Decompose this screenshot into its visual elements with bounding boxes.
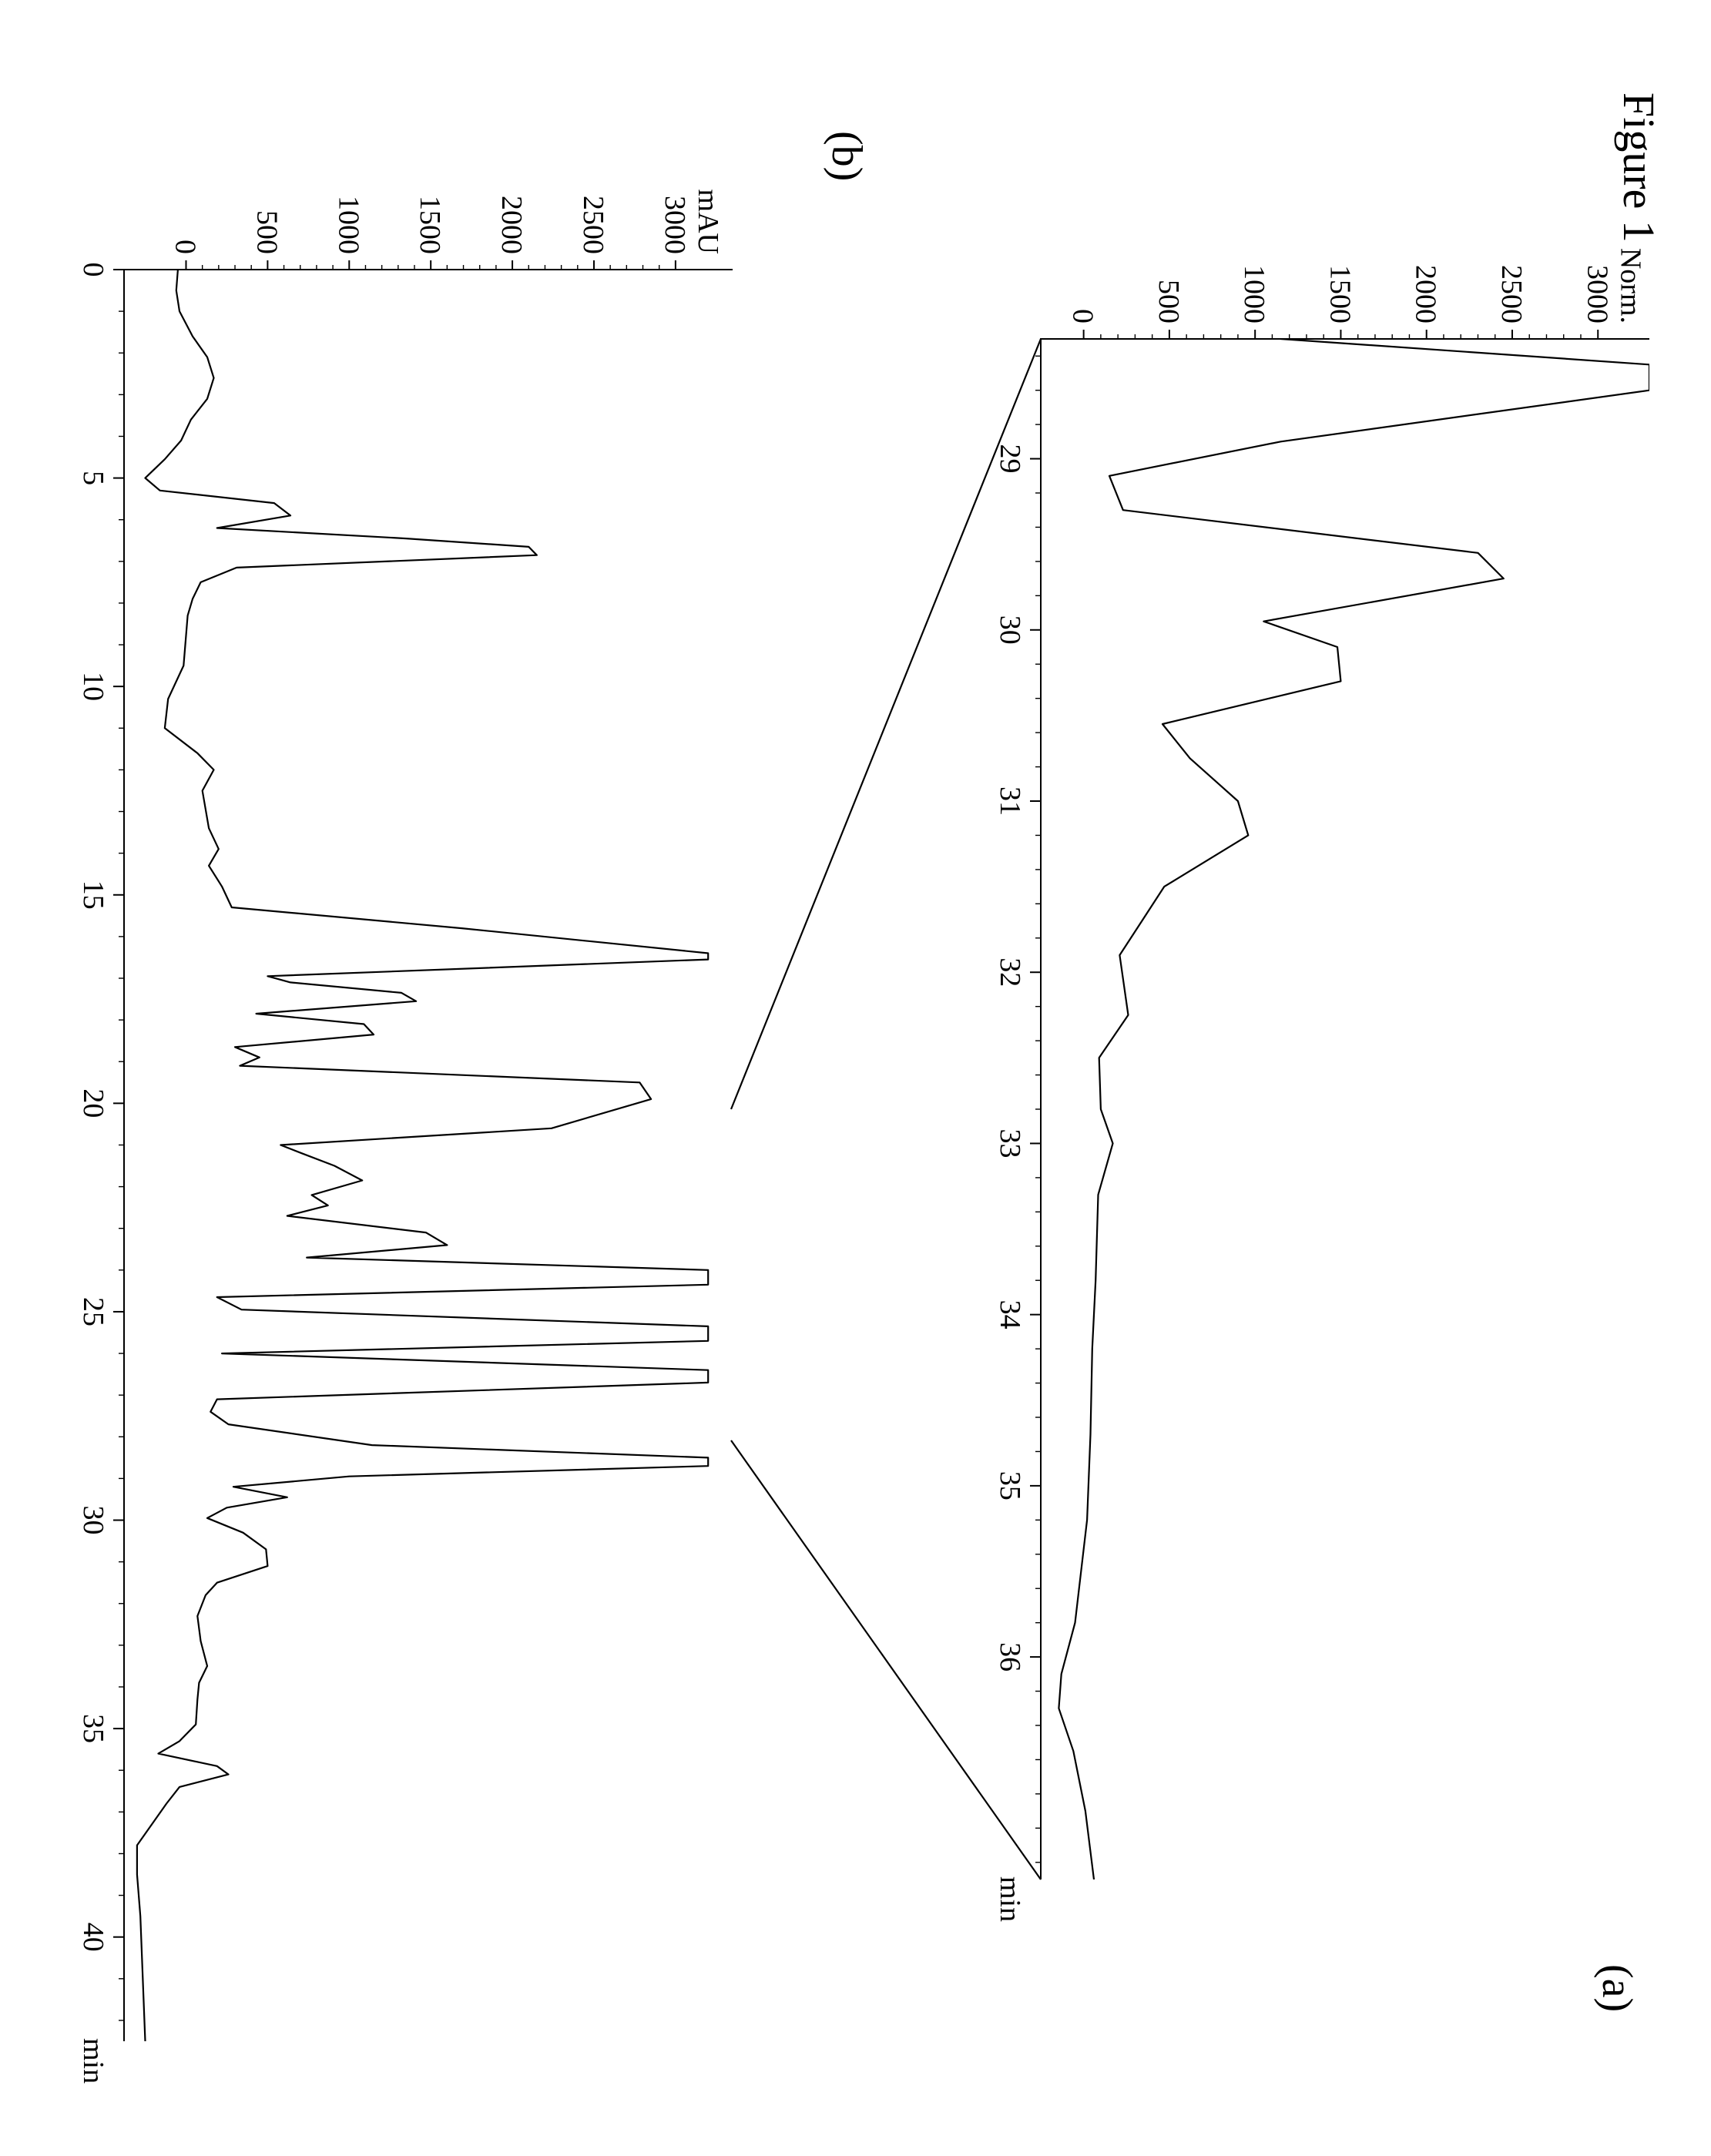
- panel-b-label: (b): [822, 131, 871, 181]
- y-tick-label: 2500: [577, 196, 609, 254]
- x-tick-label: 15: [77, 880, 109, 910]
- y-tick-label: 3000: [659, 196, 691, 254]
- chart-b-svg: 0 500 1000 1500 2000 2500 3000mAU 0 5 10 15 20 25 30 3…: [67, 176, 743, 2111]
- x-tick-label: 30: [77, 1506, 109, 1535]
- y-axis-label: mAU: [692, 189, 724, 254]
- callout-line: [731, 1440, 1041, 1879]
- x-tick-label: 35: [77, 1714, 109, 1743]
- x-tick-label: 25: [77, 1297, 109, 1326]
- trace-line: [137, 270, 708, 2041]
- chart-b-container: 0 500 1000 1500 2000 2500 3000mAU 0 5 10 15 20 25 30 3…: [67, 176, 743, 2111]
- x-tick-label: 5: [77, 471, 109, 485]
- panel-b-label-text: (b): [823, 131, 871, 181]
- callout-line: [731, 339, 1041, 1109]
- x-tick-label: 40: [77, 1923, 109, 1952]
- y-tick-label: 1000: [332, 196, 364, 254]
- y-tick-label: 500: [250, 210, 283, 254]
- x-tick-label: 0: [77, 263, 109, 277]
- y-tick-label: 0: [169, 240, 201, 254]
- x-axis-label: min: [77, 2038, 109, 2084]
- x-tick-label: 20: [77, 1088, 109, 1118]
- y-tick-label: 1500: [414, 196, 446, 254]
- x-tick-label: 10: [77, 672, 109, 701]
- y-tick-label: 2000: [495, 196, 528, 254]
